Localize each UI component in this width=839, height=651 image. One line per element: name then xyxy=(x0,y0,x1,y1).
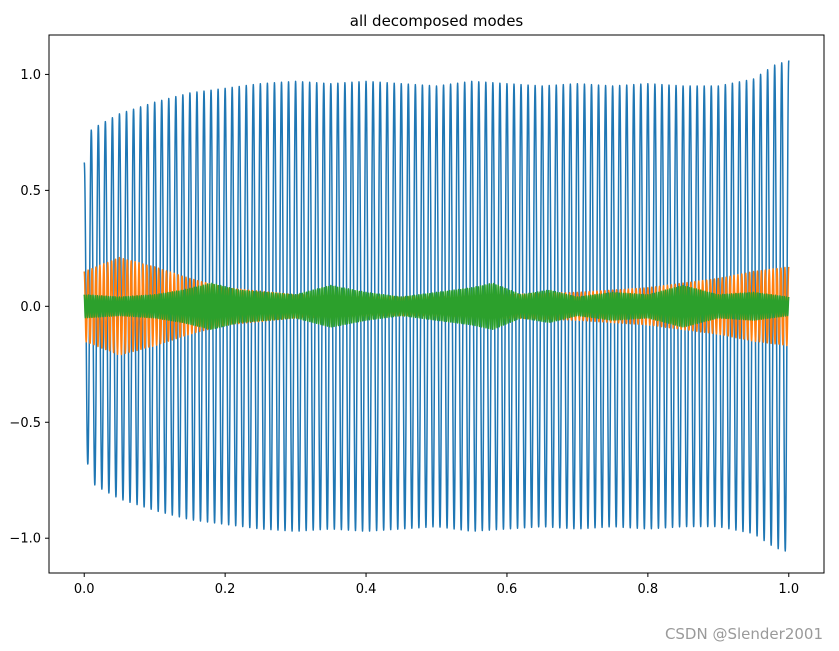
y-tick-label: −1.0 xyxy=(9,532,41,547)
watermark-text: CSDN @Slender2001 xyxy=(664,625,823,643)
y-tick-label: 0.5 xyxy=(20,184,41,199)
x-tick-label: 0.6 xyxy=(497,582,518,597)
x-tick-label: 1.0 xyxy=(778,582,799,597)
y-axis-ticks: −1.0 −0.5 0.0 0.5 1.0 xyxy=(9,68,49,547)
y-tick-label: −0.5 xyxy=(9,416,41,431)
series-line-3 xyxy=(83,282,790,331)
y-tick-label: 1.0 xyxy=(20,68,41,83)
x-tick-label: 0.2 xyxy=(215,582,236,597)
series-line-1 xyxy=(83,60,790,552)
y-tick-label: 0.0 xyxy=(20,300,41,315)
axes-frame xyxy=(48,34,825,574)
series-group xyxy=(83,60,790,552)
x-tick-label: 0.8 xyxy=(638,582,659,597)
chart-title: all decomposed modes xyxy=(350,12,524,30)
x-tick-label: 0.0 xyxy=(74,582,95,597)
x-axis-ticks: 0.0 0.2 0.4 0.6 0.8 1.0 xyxy=(74,573,799,597)
x-tick-label: 0.4 xyxy=(356,582,377,597)
